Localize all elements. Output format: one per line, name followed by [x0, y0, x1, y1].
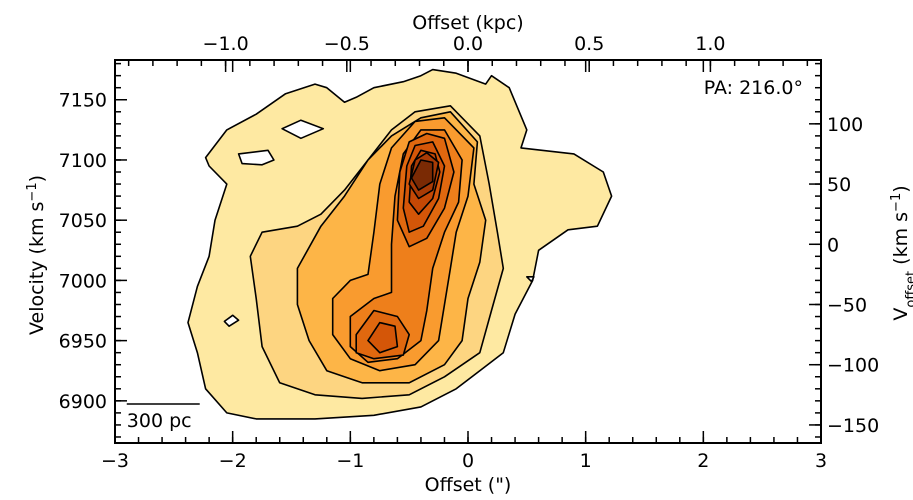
- right-tick-label: −150: [827, 415, 879, 437]
- contour-level-7: [367, 321, 399, 354]
- x-tick-label: −3: [101, 450, 129, 472]
- right-tick-label: −100: [827, 355, 879, 377]
- y-tick-label: 7050: [59, 210, 107, 232]
- x-tick-label: 3: [815, 450, 827, 472]
- top-tick-label: −1.0: [203, 33, 249, 55]
- x-axis-label: Offset ("): [425, 474, 512, 496]
- y-tick-label: 7000: [59, 270, 107, 292]
- contour-level-0: [281, 119, 325, 140]
- top-tick-label: 1.0: [695, 33, 725, 55]
- y-tick-label: 6900: [59, 391, 107, 413]
- right-tick-label: 50: [827, 174, 851, 196]
- y-axis-label: Velocity (km s−1): [25, 175, 49, 335]
- right-tick-label: −50: [827, 294, 867, 316]
- right-tick-label: 0: [827, 234, 839, 256]
- contour-level-0: [237, 149, 275, 166]
- contour-layer: [187, 68, 613, 420]
- x-tick-label: 1: [580, 450, 592, 472]
- x-tick-label: 0: [462, 450, 474, 472]
- scale-bar-label: 300 pc: [127, 410, 192, 432]
- top-tick-label: −0.5: [324, 33, 370, 55]
- x-tick-label: −2: [219, 450, 247, 472]
- contour-level-0: [526, 276, 535, 283]
- x-tick-label: −1: [336, 450, 364, 472]
- y-tick-label: 7100: [59, 150, 107, 172]
- right-tick-label: 100: [827, 114, 863, 136]
- contour-level-0: [223, 314, 240, 327]
- top-tick-label: 0.0: [453, 33, 483, 55]
- x-tick-label: 2: [697, 450, 709, 472]
- right-axis-label: Voffset (km s−1): [889, 185, 913, 320]
- top-axis-label: Offset (kpc): [412, 12, 523, 34]
- y-tick-label: 7150: [59, 90, 107, 112]
- contour-level-10: [410, 159, 434, 191]
- y-tick-label: 6950: [59, 331, 107, 353]
- top-tick-label: 0.5: [574, 33, 604, 55]
- tick-layer: [114, 60, 822, 443]
- pa-annotation: PA: 216.0°: [704, 77, 803, 99]
